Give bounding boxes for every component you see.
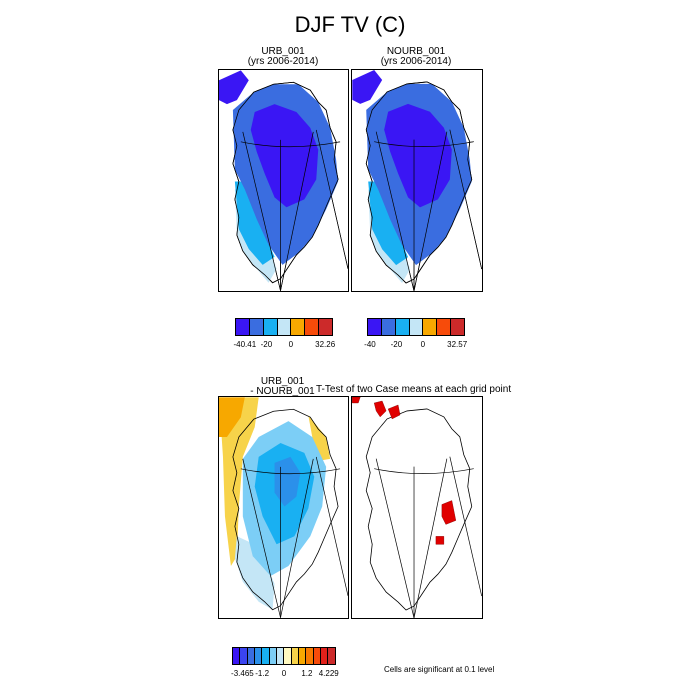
nourb-overlay-coastline (365, 81, 473, 284)
nourb-field-south-cyan (368, 181, 409, 266)
colorbar-urb-box (235, 318, 250, 336)
significant-cells (387, 404, 401, 420)
map-panel-diff (218, 396, 349, 619)
colorbar-diff-label: -3.465 (231, 669, 254, 678)
significant-cells (352, 397, 361, 404)
map-diff-svg (219, 397, 348, 618)
colorbar-urb-label: -40.41 (233, 340, 257, 349)
colorbar-nourb-box (380, 318, 396, 336)
colorbar-urb-boxes (235, 318, 333, 336)
colorbar-diff-label: 4.229 (318, 669, 339, 678)
colorbar-urb-label: 32.26 (315, 340, 336, 349)
map-nourb-svg (352, 70, 482, 291)
diff-coastline (232, 408, 339, 611)
diff-field-pale-margin (234, 536, 275, 610)
colorbar-urb-label: 0 (288, 340, 294, 349)
urb-overlay-parallel-line (240, 141, 341, 148)
colorbar-urb-box (262, 318, 278, 336)
colorbar-urb-box (304, 318, 320, 336)
urb-overlay-coastline (232, 81, 339, 284)
panel-title-urb: URB_001 (yrs 2006-2014) (218, 47, 348, 67)
diff-field-west-yellow (219, 397, 259, 567)
nourb-title-line2: (yrs 2006-2014) (380, 56, 452, 67)
nourb-overlay-meridian-line (375, 131, 415, 291)
colorbar-urb: -40.41 -20 0 32.26 (233, 318, 336, 349)
ttest-meridian-line (449, 456, 482, 597)
colorbar-nourb-label: -20 (390, 340, 403, 349)
colorbar-nourb-label: 32.57 (447, 340, 468, 349)
colorbar-nourb-boxes (367, 318, 465, 336)
colorbar-diff-boxes (232, 647, 336, 665)
ttest-title: T-Test of two Case means at each grid po… (316, 384, 512, 395)
figure-title: DJF TV (C) (294, 12, 406, 37)
significant-cells (441, 500, 457, 525)
colorbar-urb-box (276, 318, 292, 336)
panel-title-diff: URB_001 - NOURB_001 (225, 377, 340, 397)
colorbar-nourb-box (394, 318, 410, 336)
nourb-overlay-meridian-line (413, 131, 448, 291)
ttest-meridian-line (413, 458, 448, 618)
nourb-overlay-parallel-line (374, 141, 474, 147)
colorbar-diff-labels: -3.465 -1.2 0 1.2 4.229 (231, 665, 339, 678)
map-panel-nourb (351, 69, 483, 292)
urb-field-interior-violet (250, 104, 319, 208)
significant-cells (373, 400, 387, 418)
map-panel-ttest (351, 396, 483, 619)
significant-cells (435, 536, 445, 545)
colorbar-diff-box (327, 647, 336, 665)
nourb-overlay-meridian-line (449, 129, 482, 270)
colorbar-urb-labels: -40.41 -20 0 32.26 (233, 336, 336, 349)
colorbar-nourb-box (422, 318, 438, 336)
colorbar-diff: -3.465 -1.2 0 1.2 4.229 (231, 647, 339, 678)
colorbar-diff-label: 0 (281, 669, 287, 678)
colorbar-nourb-labels: -40 -20 0 32.57 (364, 336, 468, 349)
colorbar-nourb-label: -40 (364, 340, 376, 349)
colorbar-diff-label: -1.2 (255, 669, 270, 678)
colorbar-urb-box (318, 318, 333, 336)
diff-title-line1: URB_001 (260, 376, 305, 387)
colorbar-urb-label: -20 (260, 340, 273, 349)
urb-overlay-meridian-line (280, 131, 314, 291)
urb-overlay-meridian-line (315, 129, 348, 269)
urb-field-south-cyan (234, 181, 275, 265)
diff-meridian-line (242, 458, 281, 618)
nourb-field-northwest-violet (352, 70, 383, 104)
colorbar-urb-box (290, 318, 306, 336)
urb-title-line2: (yrs 2006-2014) (247, 56, 319, 67)
colorbar-nourb: -40 -20 0 32.57 (364, 318, 468, 349)
map-ttest-svg (352, 397, 482, 618)
colorbar-nourb-box (367, 318, 382, 336)
diff-field-central-blue (274, 456, 301, 507)
significance-note: Cells are significant at 0.1 level (384, 665, 495, 674)
diff-title-line2: - NOURB_001 (250, 386, 315, 397)
diff-field-east-yellow (308, 415, 331, 461)
colorbar-nourb-box (436, 318, 452, 336)
urb-field-northwest-violet (219, 70, 249, 105)
diff-field-northwest-orange (219, 397, 245, 438)
colorbar-nourb-label: 0 (420, 340, 426, 349)
ttest-meridian-line (375, 458, 415, 618)
map-urb-svg (219, 70, 348, 291)
nourb-title-line1: NOURB_001 (386, 46, 446, 57)
diff-meridian-line (315, 456, 348, 596)
ttest-coastline (365, 408, 473, 611)
ttest-parallel-line (374, 468, 474, 474)
diff-parallel-line (240, 468, 341, 475)
urb-overlay-meridian-line (242, 131, 281, 291)
diff-meridian-line (280, 458, 314, 618)
colorbar-diff-label: 1.2 (301, 669, 313, 678)
urb-title-line1: URB_001 (261, 46, 305, 57)
colorbar-nourb-box (450, 318, 465, 336)
colorbar-nourb-box (408, 318, 424, 336)
nourb-field-interior-violet (384, 103, 452, 208)
colorbar-urb-box (248, 318, 264, 336)
map-panel-urb (218, 69, 349, 292)
panel-title-nourb: NOURB_001 (yrs 2006-2014) (350, 47, 482, 67)
